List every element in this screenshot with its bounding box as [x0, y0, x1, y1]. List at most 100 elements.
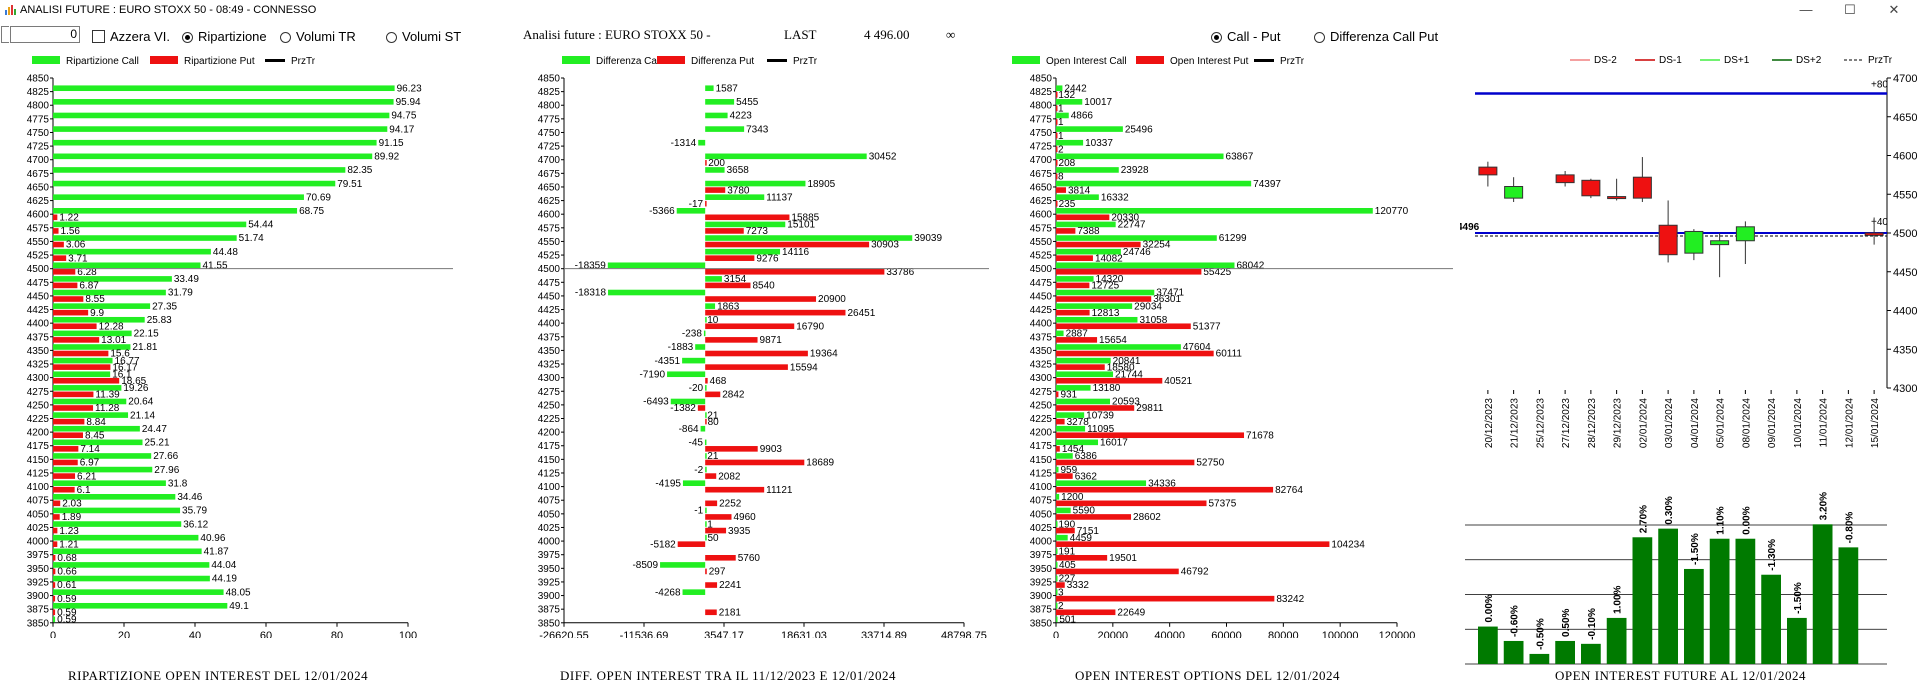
- azzera-checkbox[interactable]: Azzera VI.: [92, 29, 170, 44]
- bar-label-call: 14320: [1096, 274, 1124, 285]
- bar-call: [682, 480, 706, 486]
- bar-label-put: 30903: [871, 240, 899, 251]
- minimize-button[interactable]: —: [1799, 2, 1813, 17]
- bar-call: [53, 316, 145, 323]
- bar-put: [1056, 418, 1065, 425]
- bar-label-call: 22.15: [134, 329, 159, 340]
- bar-label-put: 8540: [752, 281, 775, 292]
- bar-label-call: 22747: [1118, 220, 1146, 231]
- bar-label-call: 2: [1058, 601, 1064, 612]
- bar-call: [53, 276, 172, 282]
- bar-put: [53, 568, 56, 575]
- bar-label-call: 16.77: [115, 356, 140, 367]
- spin-down-button[interactable]: [1, 26, 9, 43]
- bar-call: [1056, 289, 1155, 296]
- radio-volumi-st[interactable]: Volumi ST: [386, 29, 461, 44]
- bar-put: [53, 268, 76, 275]
- radio-call-put[interactable]: Call - Put: [1211, 29, 1280, 44]
- bar-label-put: 11.39: [95, 390, 120, 401]
- oi-bar: [1581, 643, 1601, 664]
- y-tick-label: 3925: [27, 577, 50, 588]
- bar-label-put: 1.23: [59, 526, 79, 537]
- bar-call: [705, 180, 806, 187]
- y-tick-label: 4400: [1030, 319, 1053, 330]
- radio-icon[interactable]: [1314, 32, 1325, 43]
- y-tick-label: 4675: [538, 169, 561, 180]
- y-tick-label: 4400: [27, 319, 50, 330]
- y-tick-label: 4850: [538, 74, 561, 85]
- y-tick-label: 4550: [27, 237, 50, 248]
- bar-label-put: 0.66: [57, 567, 77, 578]
- radio-selected-icon[interactable]: [1211, 32, 1222, 43]
- y-tick-label: 4550: [1030, 237, 1053, 248]
- bar-call: [53, 357, 113, 364]
- y-tick-label: 3850: [538, 618, 561, 629]
- bar-put: [1056, 391, 1059, 398]
- bar-label-call: 11137: [766, 192, 793, 203]
- y-tick-label: 4100: [1030, 482, 1053, 493]
- oi-bar-label: 0.30%: [1664, 496, 1675, 524]
- bar-put: [53, 541, 58, 547]
- bar-label-put: 40521: [1164, 376, 1192, 387]
- bar-put: [53, 418, 85, 425]
- y-tick-label: 4025: [1030, 523, 1053, 534]
- bar-put: [1056, 377, 1163, 384]
- bar-label-put: 20330: [1111, 213, 1139, 224]
- bar-call: [1056, 412, 1085, 418]
- legend-label-0: DS-2: [1594, 55, 1617, 66]
- close-button[interactable]: ✕: [1888, 2, 1900, 17]
- radio-icon[interactable]: [280, 32, 291, 43]
- radio-icon[interactable]: [386, 32, 397, 43]
- y-tick-label: 4800: [538, 101, 561, 112]
- bar-label-call: 48.05: [226, 587, 251, 598]
- maximize-button[interactable]: ☐: [1844, 2, 1856, 17]
- y-tick-label: 4300: [27, 373, 50, 384]
- legend-label-2: PrzTr: [793, 56, 818, 67]
- radio-diff-call-put[interactable]: Differenza Call Put: [1314, 29, 1438, 44]
- candle-body: [1658, 224, 1678, 256]
- x-tick-label: 33714.89: [861, 630, 907, 638]
- bar-put: [1056, 105, 1058, 112]
- bar-call: [1056, 439, 1099, 446]
- bar-label-call: 21.81: [132, 342, 157, 353]
- bar-call: [53, 616, 56, 623]
- last-value: 4 496.00: [864, 27, 910, 42]
- bar-label-call: 25496: [1125, 124, 1153, 135]
- x-tick-label: 21/12/2023: [1510, 398, 1521, 448]
- y-tick-label: 4050: [538, 509, 561, 520]
- radio-diff-call-put-label: Differenza Call Put: [1330, 29, 1439, 44]
- bar-call: [53, 412, 129, 418]
- checkbox-icon[interactable]: [92, 30, 105, 43]
- radio-selected-icon[interactable]: [182, 32, 193, 43]
- y-tick-label: 4500: [1030, 264, 1053, 275]
- radio-volumi-tr[interactable]: Volumi TR: [280, 29, 356, 44]
- legend-label-0: Open Interest Call: [1046, 56, 1127, 67]
- bar-label-call: 25.21: [144, 438, 169, 449]
- bar-call: [705, 167, 725, 173]
- bar-call: [53, 507, 181, 514]
- bar-label-put: 18580: [1107, 362, 1135, 373]
- x-tick-label: 20000: [1098, 630, 1129, 638]
- bar-label-call: -4195: [655, 478, 681, 489]
- bar-put: [705, 214, 790, 221]
- bar-call: [705, 412, 707, 418]
- bar-label-put: 1.22: [59, 213, 79, 224]
- bar-call: [1056, 575, 1058, 582]
- bar-label-put: 8.55: [85, 294, 105, 305]
- bar-call: [1056, 180, 1252, 187]
- bar-label-call: 31058: [1139, 315, 1167, 326]
- radio-ripartizione[interactable]: Ripartizione: [182, 29, 267, 44]
- bar-label-put: 6.1: [77, 485, 91, 496]
- bar-call: [1056, 262, 1235, 269]
- bar-put: [1056, 364, 1105, 370]
- interval-spin-input[interactable]: 0: [10, 26, 80, 43]
- x-tick-label: 18631.03: [781, 630, 827, 638]
- bar-call: [53, 167, 346, 173]
- x-tick-label: 80: [331, 630, 343, 638]
- y-tick-label: 4400: [538, 319, 561, 330]
- bar-call: [1056, 344, 1181, 350]
- bar-label-call: 70.69: [306, 192, 331, 203]
- bar-label-call: -18318: [575, 288, 607, 299]
- bar-label-put: 57375: [1208, 499, 1236, 510]
- bar-put: [1056, 228, 1076, 234]
